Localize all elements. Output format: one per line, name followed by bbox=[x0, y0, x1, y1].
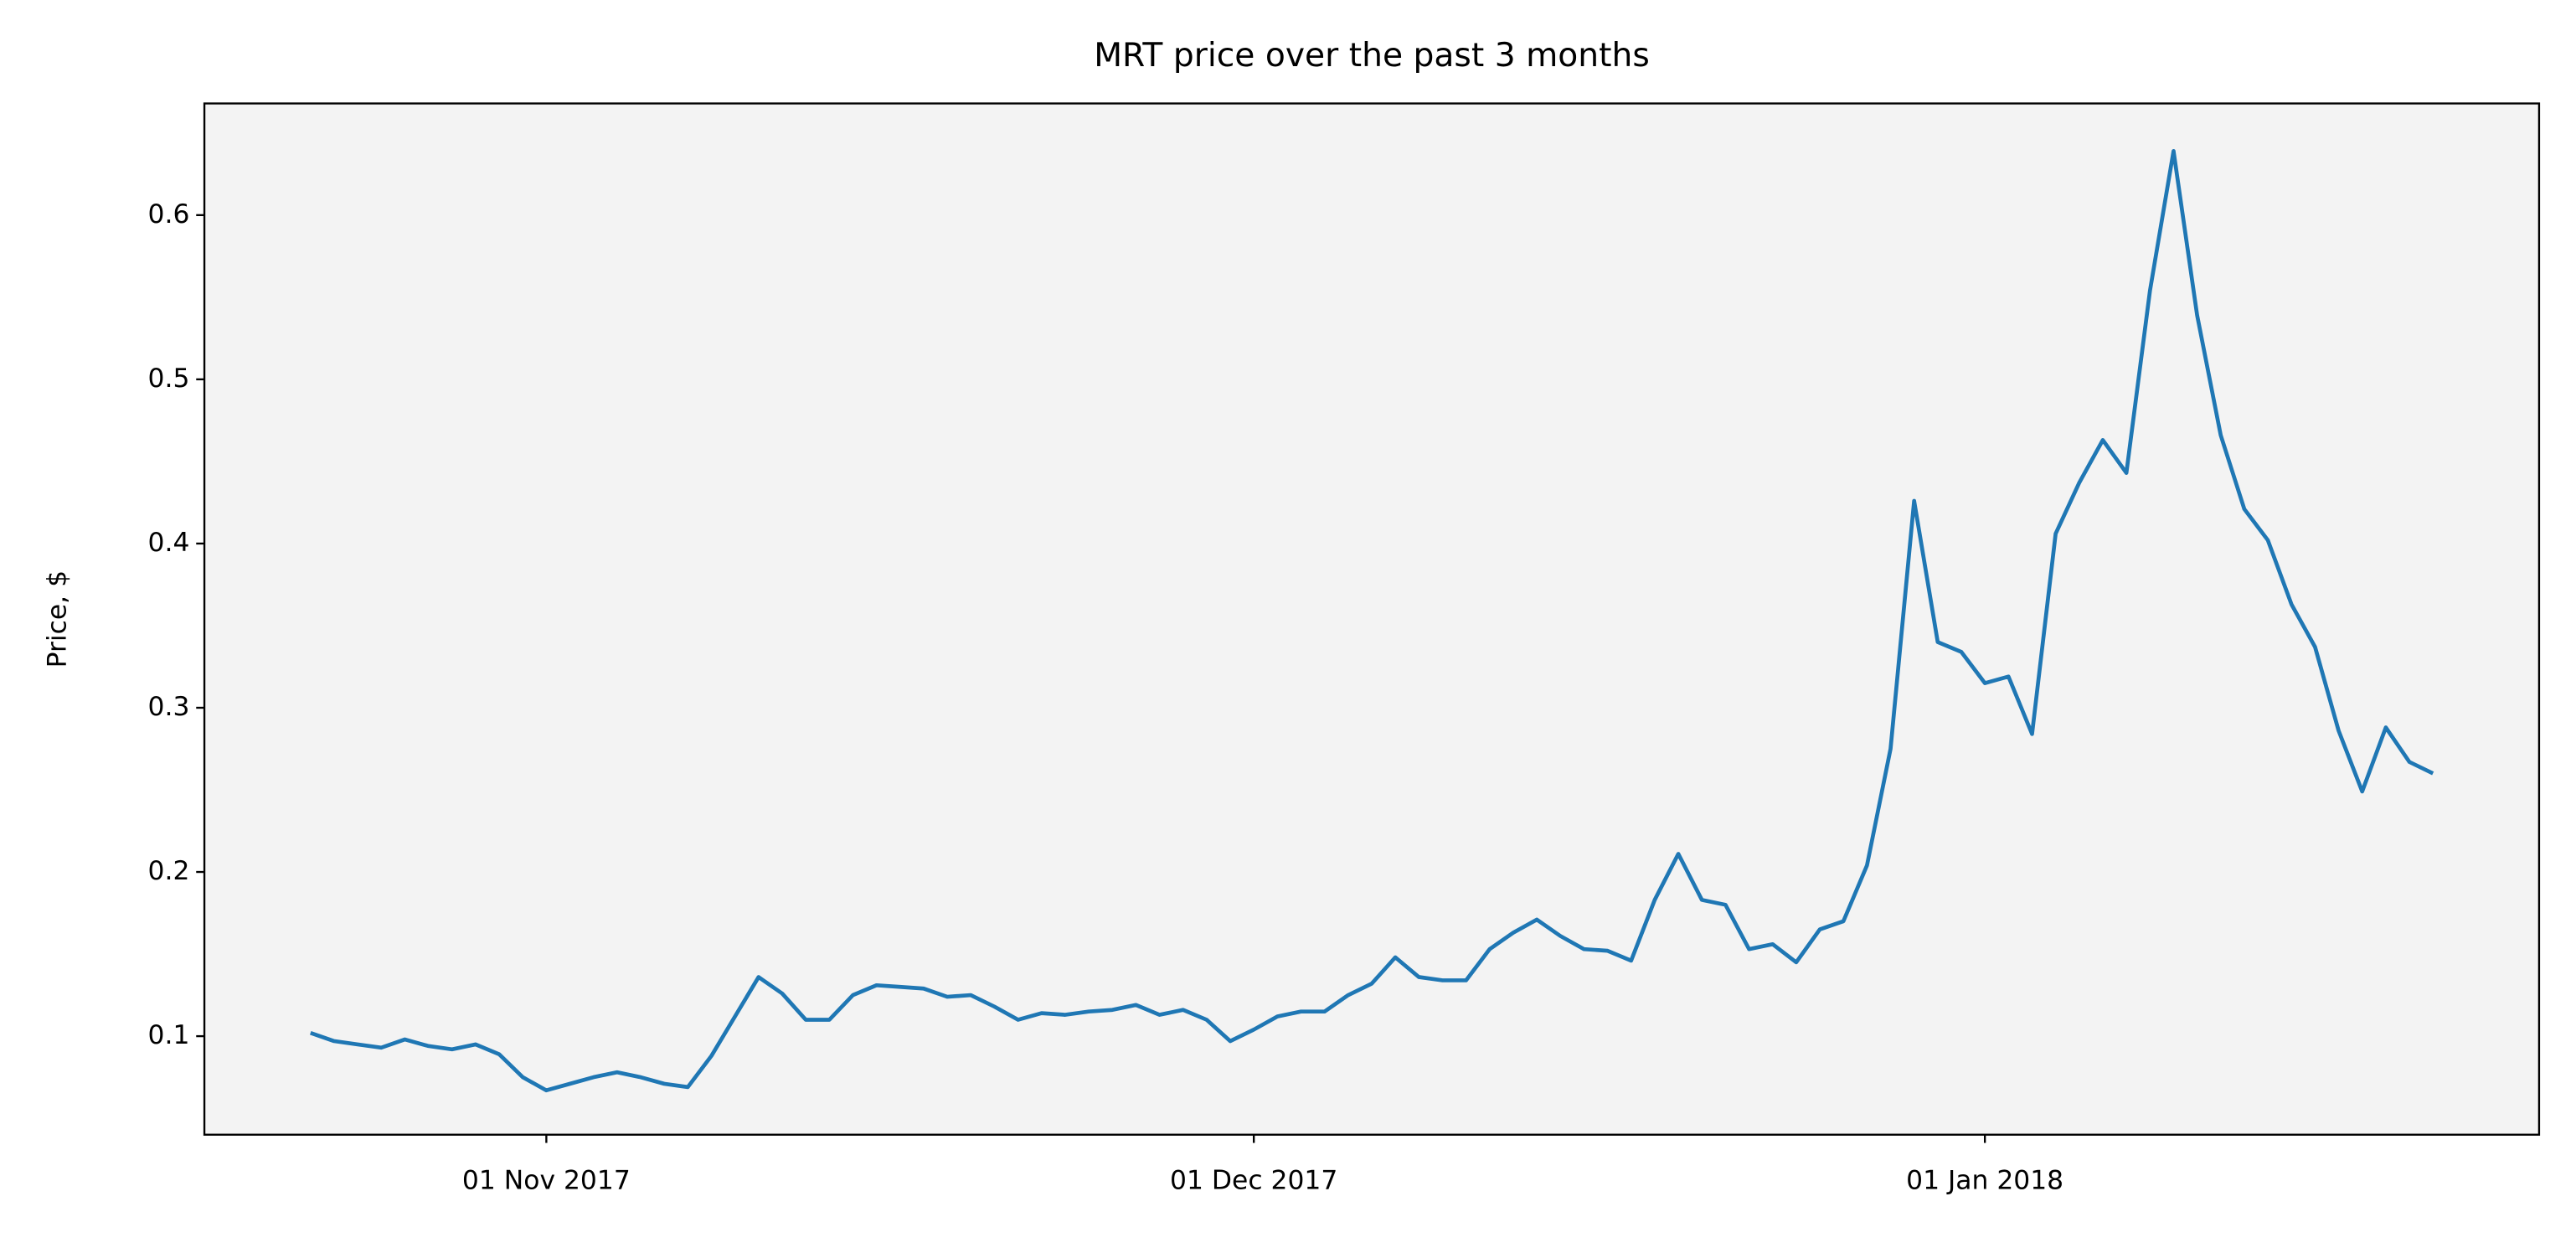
y-tick-label: 0.4 bbox=[148, 528, 190, 558]
y-tick-label: 0.5 bbox=[148, 364, 190, 394]
plot-frame bbox=[203, 102, 2541, 1136]
x-tick-label: 01 Nov 2017 bbox=[462, 1165, 631, 1195]
price-line bbox=[310, 149, 2434, 1093]
x-tick-label: 01 Jan 2018 bbox=[1906, 1165, 2063, 1195]
plot-area bbox=[204, 103, 2539, 1135]
y-tick-label: 0.2 bbox=[148, 856, 190, 886]
y-tick-label: 0.6 bbox=[148, 199, 190, 229]
x-tick-label: 01 Dec 2017 bbox=[1170, 1165, 1337, 1195]
y-axis-label: Price, $ bbox=[43, 570, 73, 668]
y-tick-label: 0.3 bbox=[148, 692, 190, 722]
chart-title: MRT price over the past 3 months bbox=[1094, 37, 1650, 75]
y-tick-label: 0.1 bbox=[148, 1020, 190, 1050]
